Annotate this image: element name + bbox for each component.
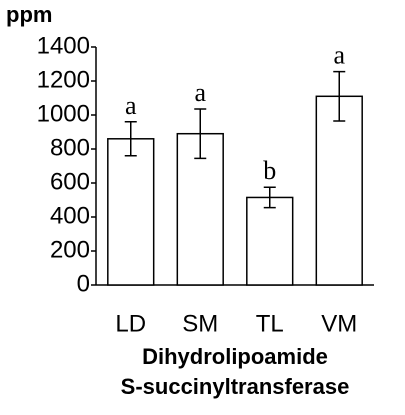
y-tick-label: 1200 — [37, 66, 90, 93]
y-tick-label: 200 — [50, 236, 90, 263]
x-axis-label: Dihydrolipoamide — [142, 344, 328, 369]
annotation: b — [263, 156, 276, 185]
x-axis-label: S-succinyltransferase — [121, 374, 350, 399]
bar — [176, 132, 224, 286]
error-bar — [263, 186, 276, 209]
y-tick-label: 1400 — [37, 32, 90, 59]
y-tick-label: 0 — [77, 270, 90, 297]
error-bar — [333, 70, 346, 122]
y-tick-label: 800 — [50, 134, 90, 161]
y-tick-label: 1000 — [37, 100, 90, 127]
x-tick-label: TL — [256, 310, 284, 337]
y-axis-label: ppm — [6, 2, 52, 27]
bar — [107, 138, 155, 286]
annotation: a — [333, 41, 345, 70]
x-tick-label: LD — [115, 310, 146, 337]
annotation: a — [125, 91, 137, 120]
x-tick-label: VM — [321, 310, 357, 337]
annotation: a — [194, 78, 206, 107]
x-tick-label: SM — [182, 310, 218, 337]
y-tick-label: 600 — [50, 168, 90, 195]
bar — [315, 95, 363, 286]
error-bar — [124, 121, 137, 157]
bar — [246, 196, 294, 286]
error-bar — [194, 108, 207, 160]
y-tick-label: 400 — [50, 202, 90, 229]
